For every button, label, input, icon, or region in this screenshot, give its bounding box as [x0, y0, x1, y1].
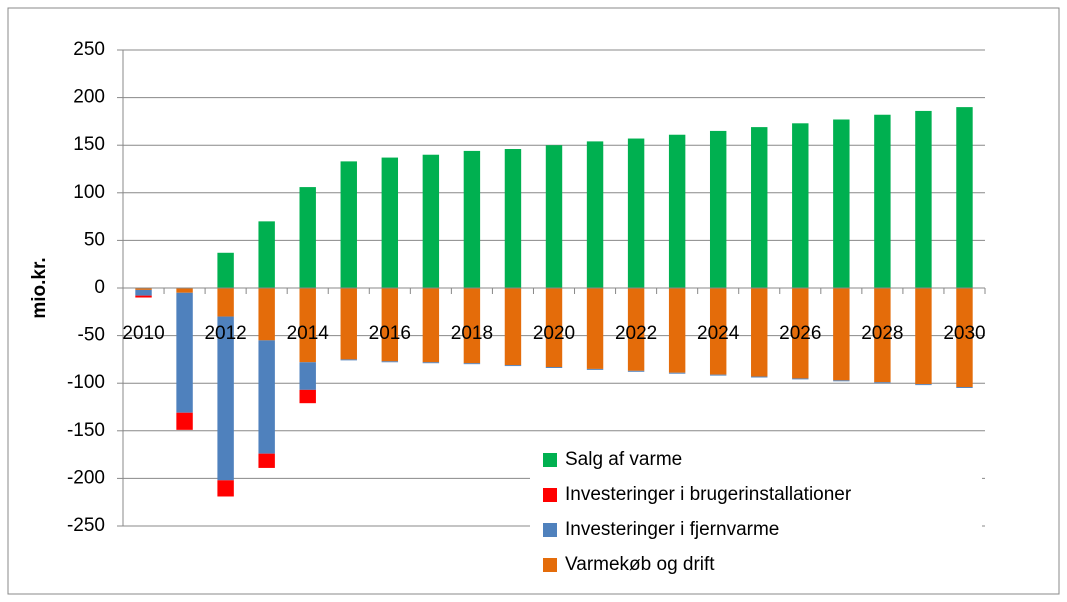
- bar-segment: [751, 288, 768, 377]
- bar-segment: [258, 453, 275, 468]
- x-tick-label: 2024: [697, 323, 740, 344]
- legend-swatch: [543, 558, 557, 572]
- x-tick-label: 2012: [204, 323, 246, 344]
- legend-label: Investeringer i fjernvarme: [565, 519, 779, 540]
- bar-segment: [340, 161, 357, 288]
- bar-segment: [874, 114, 891, 289]
- bar-segment: [422, 154, 440, 288]
- x-tick-label: 2016: [369, 323, 411, 344]
- x-tick-label: 2010: [122, 323, 164, 344]
- bar-segment: [463, 150, 481, 288]
- y-tick-label: 200: [73, 87, 105, 108]
- y-tick-label: -150: [67, 420, 105, 441]
- bar-segment: [627, 138, 645, 288]
- legend-swatch: [543, 523, 557, 537]
- bar-segment: [422, 362, 440, 364]
- bar-segment: [176, 292, 193, 413]
- bar-segment: [792, 378, 809, 380]
- bar-segment: [504, 365, 522, 367]
- bar-segment: [545, 288, 563, 368]
- bar-segment: [956, 107, 973, 289]
- bar-segment: [217, 288, 234, 317]
- bar-segment: [956, 387, 973, 388]
- bar-segment: [340, 359, 357, 361]
- bar-segment: [545, 367, 563, 368]
- bar-segment: [833, 119, 850, 288]
- bar-segment: [627, 288, 645, 371]
- y-tick-label: -250: [67, 515, 105, 536]
- y-tick-label: 0: [94, 277, 105, 298]
- bar-segment: [135, 288, 152, 290]
- bar-segment: [545, 145, 563, 288]
- bar-segment: [463, 288, 481, 364]
- y-tick-label: -100: [67, 372, 105, 393]
- bar-segment: [874, 288, 891, 383]
- bar-segment: [709, 130, 727, 288]
- y-tick-label: -200: [67, 467, 105, 488]
- y-tick-label: 50: [84, 229, 105, 250]
- bar-segment: [299, 288, 316, 363]
- bar-segment: [709, 288, 727, 375]
- bar-segment: [751, 127, 768, 288]
- bar-segment: [135, 289, 152, 296]
- bar-segment: [381, 361, 399, 363]
- bar-segment: [833, 288, 850, 381]
- bar-segment: [340, 288, 357, 360]
- y-tick-label: 250: [73, 39, 105, 60]
- legend-label: Varmekøb og drift: [565, 554, 715, 575]
- bar-segment: [792, 288, 809, 379]
- bar-segment: [833, 380, 850, 382]
- bar-segment: [668, 288, 686, 373]
- bar-segment: [792, 123, 809, 288]
- legend-swatch: [543, 453, 557, 467]
- bar-segment: [381, 288, 399, 362]
- bar-segment: [176, 412, 193, 430]
- bar-segment: [504, 288, 522, 366]
- bar-segment: [915, 384, 932, 386]
- y-tick-label: 100: [73, 182, 105, 203]
- bar-segment: [217, 316, 234, 481]
- legend-swatch: [543, 488, 557, 502]
- bar-segment: [627, 370, 645, 372]
- x-tick-label: 2014: [287, 323, 330, 344]
- bar-segment: [258, 340, 275, 454]
- bar-segment: [176, 288, 193, 293]
- bar-segment: [751, 376, 768, 378]
- x-tick-label: 2030: [943, 323, 985, 344]
- bar-segment: [135, 295, 152, 298]
- legend-label: Investeringer i brugerinstallationer: [565, 484, 852, 505]
- bar-segment: [217, 480, 234, 497]
- bar-segment: [915, 110, 932, 288]
- bar-segment: [586, 288, 604, 369]
- bar-segment: [668, 372, 686, 374]
- bar-segment: [381, 157, 399, 288]
- bar-segment: [586, 141, 604, 288]
- bar-segment: [504, 149, 522, 288]
- bar-segment: [956, 288, 973, 388]
- y-tick-label: -50: [78, 325, 105, 346]
- x-tick-label: 2026: [779, 323, 821, 344]
- bar-segment: [299, 389, 316, 404]
- x-tick-label: 2018: [451, 323, 493, 344]
- bar-segment: [874, 382, 891, 384]
- bar-segment: [915, 288, 932, 385]
- bar-segment: [463, 363, 481, 365]
- bar-segment: [299, 187, 316, 288]
- bar-segment: [258, 288, 275, 341]
- y-tick-label: 150: [73, 134, 105, 155]
- x-tick-label: 2022: [615, 323, 657, 344]
- bar-segment: [668, 134, 686, 288]
- legend-label: Salg af varme: [565, 449, 682, 470]
- x-tick-label: 2020: [533, 323, 575, 344]
- bar-segment: [422, 288, 440, 363]
- bar-segment: [709, 374, 727, 376]
- bar-segment: [299, 362, 316, 390]
- bar-segment: [217, 252, 234, 288]
- y-axis-title: mio.kr.: [29, 257, 50, 318]
- bar-segment: [258, 221, 275, 288]
- legend-box: [530, 440, 982, 590]
- x-tick-label: 2028: [861, 323, 903, 344]
- bar-segment: [586, 368, 604, 370]
